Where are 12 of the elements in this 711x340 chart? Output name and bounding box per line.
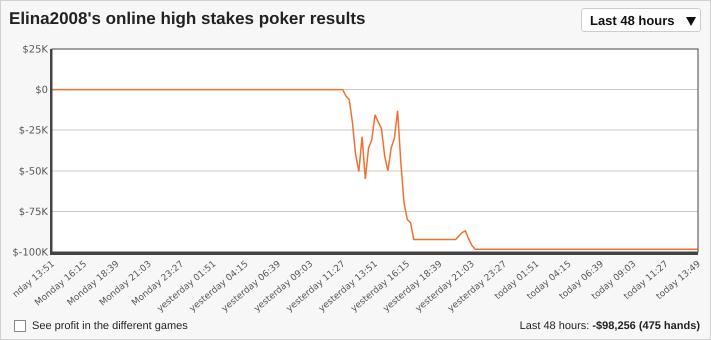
- text: -$98,256 (475 hands): [592, 320, 700, 332]
- y-tick-label: $0: [35, 85, 48, 96]
- y-tick-label: $-50K: [18, 166, 48, 178]
- chart-title: Elina2008's online high stakes poker results: [9, 9, 366, 29]
- text: See profit in the different games: [32, 320, 188, 332]
- y-tick-label: $25K: [22, 44, 48, 56]
- y-tick-label: $-25K: [18, 126, 48, 137]
- line-series: [52, 88, 698, 250]
- text: Last 48 hours: [590, 13, 675, 28]
- y-tick-label: $-75K: [18, 206, 48, 218]
- text: Last 48 hours:: [520, 320, 590, 332]
- y-tick-label: $-100K: [12, 248, 48, 258]
